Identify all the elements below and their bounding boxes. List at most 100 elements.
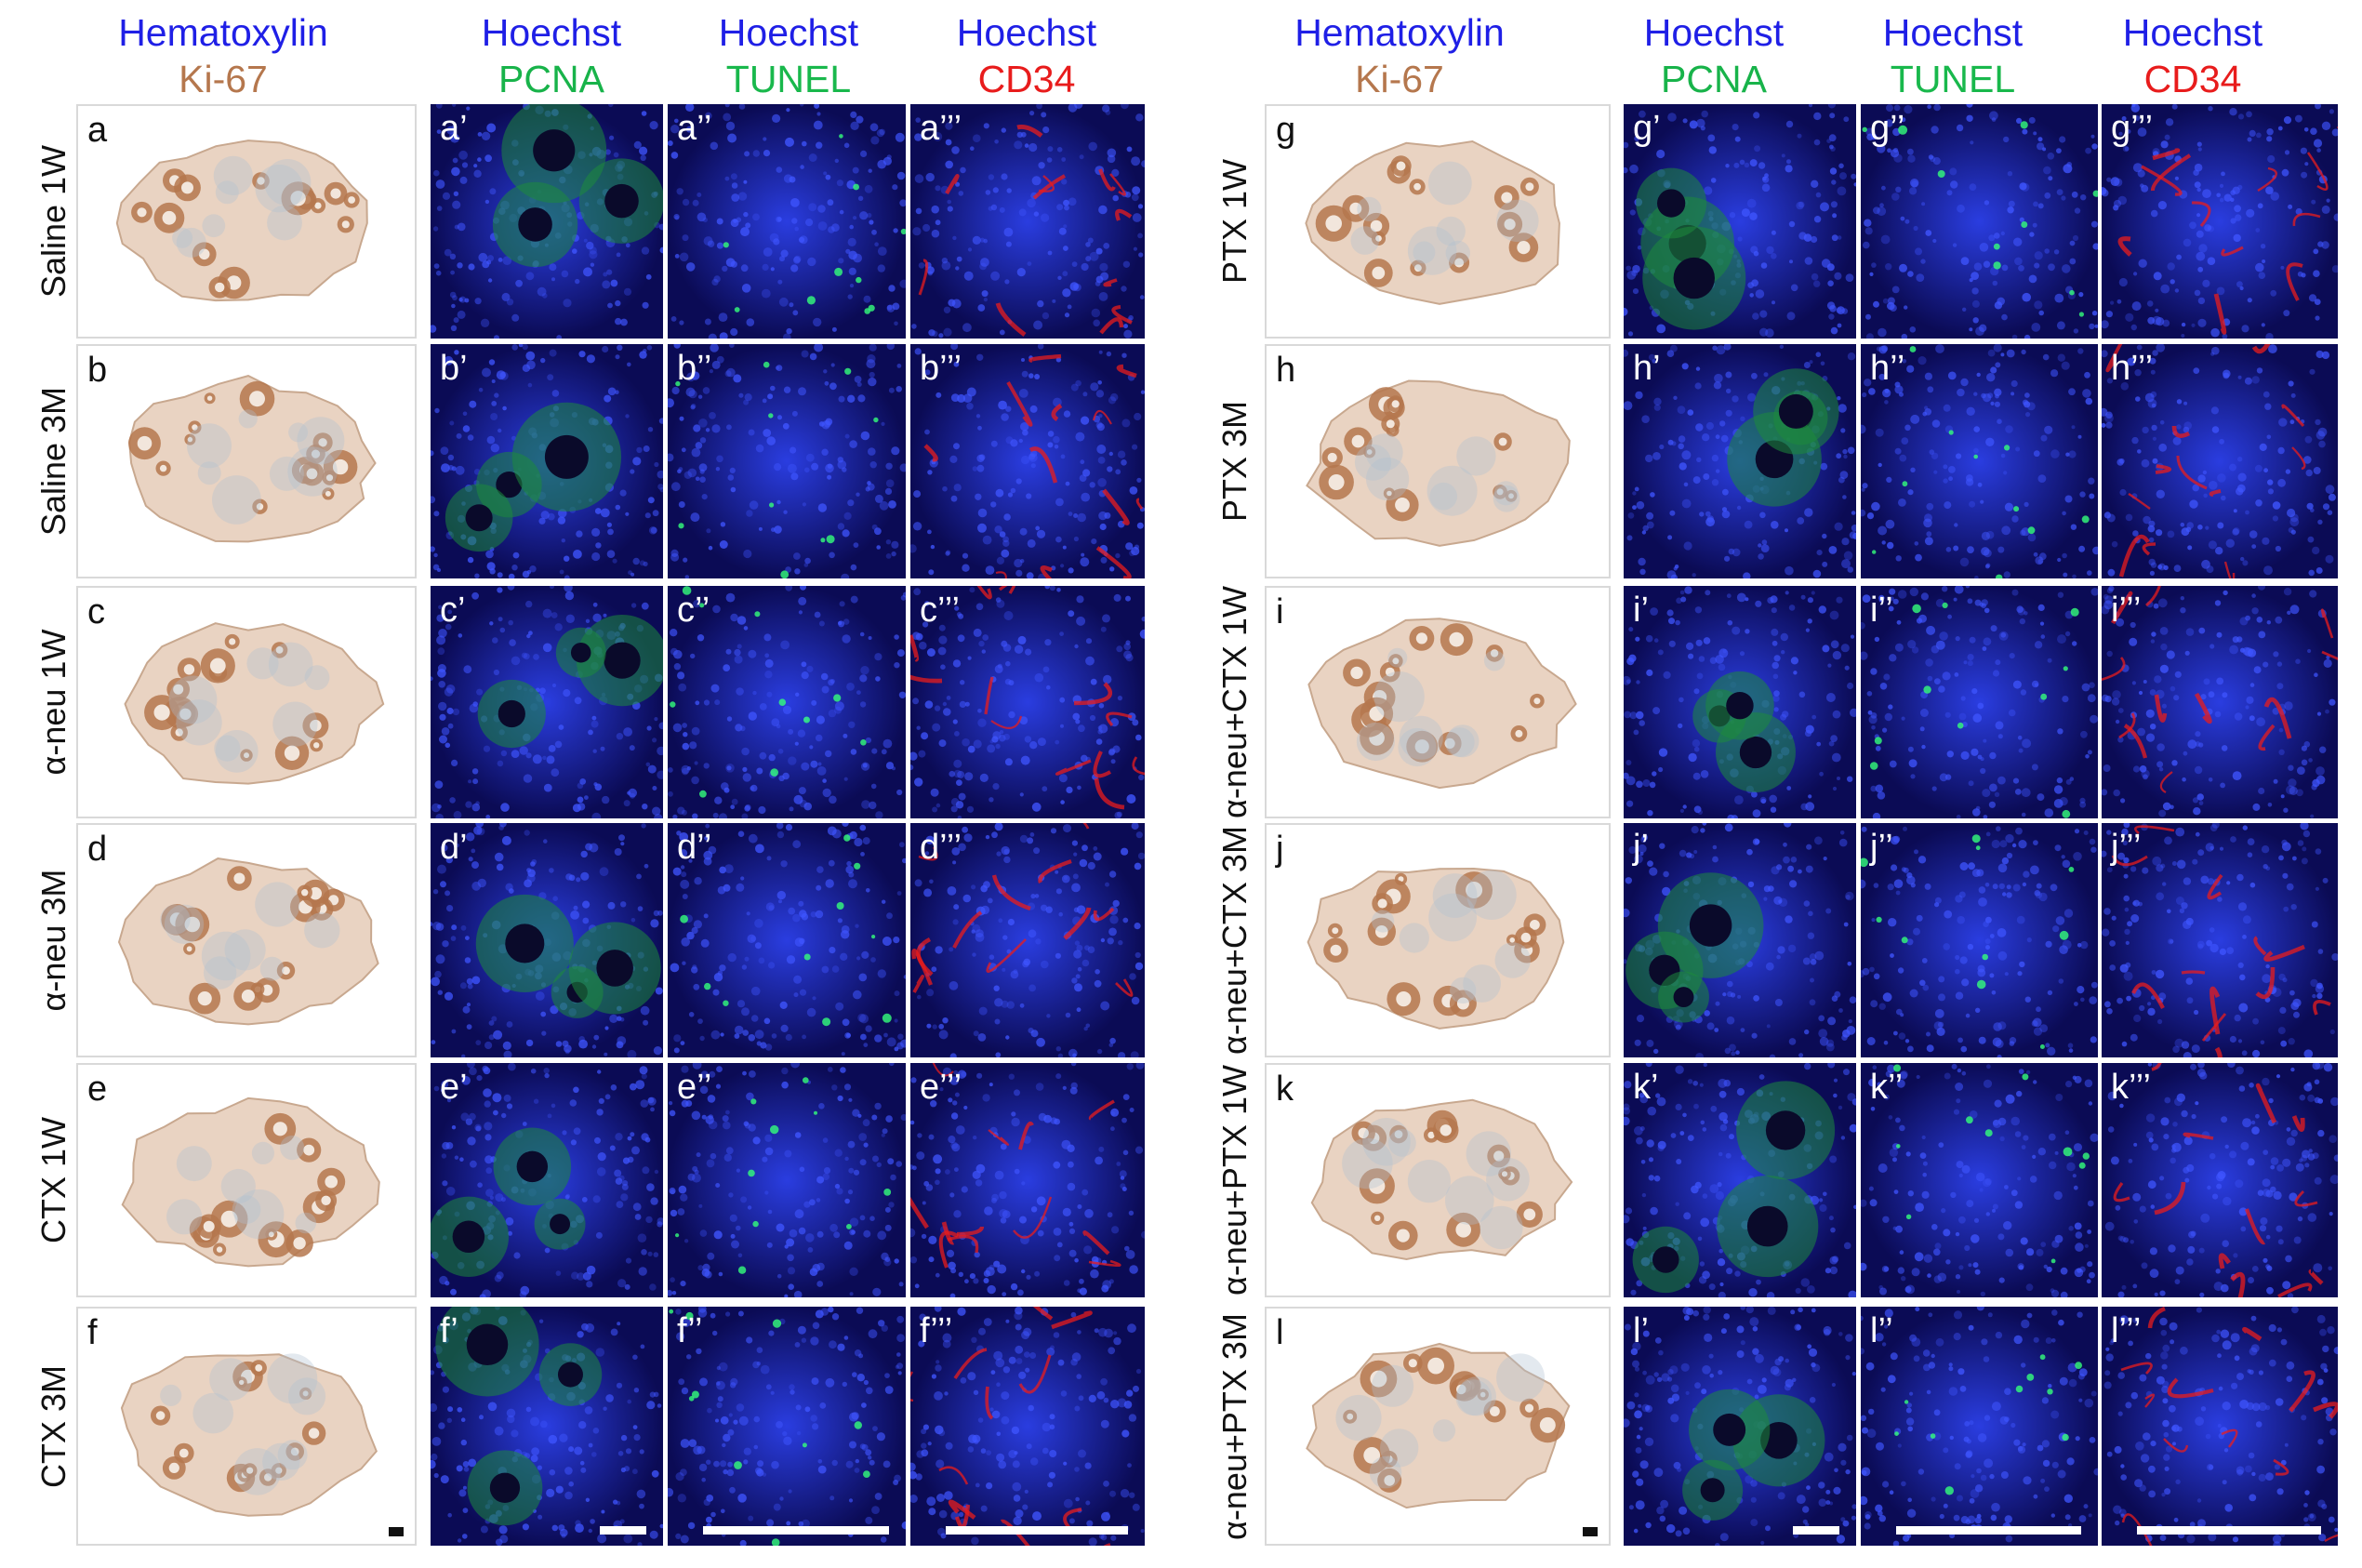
ki67-histology-panel: g	[1265, 104, 1611, 339]
micrograph-image	[431, 823, 663, 1057]
panel-letter: e	[87, 1070, 108, 1109]
ovary-section-image	[87, 1072, 409, 1296]
row-label: α-neu+CTX 1W	[1215, 586, 1254, 818]
micrograph-image	[668, 1063, 906, 1297]
header-hoechst-pcna: Hoechst PCNA	[431, 9, 672, 102]
panel-letter: j’	[1633, 828, 1649, 867]
micrograph-image	[910, 1307, 1145, 1546]
pcna-fluorescence-panel: d’	[431, 823, 663, 1057]
micrograph-image	[1624, 344, 1856, 578]
tunel-fluorescence-panel: g’’	[1861, 104, 2098, 339]
ovary-section-image	[1276, 1316, 1603, 1544]
micrograph-image	[1861, 823, 2098, 1057]
panel-letter: k’’	[1870, 1068, 1904, 1107]
panel-letter: k’	[1633, 1068, 1659, 1107]
micrograph-image	[1861, 1307, 2098, 1546]
row-label: α-neu+CTX 3M	[1215, 826, 1254, 1055]
cd34-fluorescence-panel: a’’’	[910, 104, 1145, 339]
micrograph-image	[668, 1307, 906, 1546]
micrograph-image	[1624, 1063, 1856, 1297]
panel-letter: b	[87, 351, 108, 390]
micrograph-image	[1861, 104, 2098, 339]
ki67-histology-panel: f	[76, 1307, 417, 1546]
panel-letter: c	[87, 592, 105, 631]
header-line2: PCNA	[498, 58, 604, 100]
panel-letter: l’	[1633, 1311, 1649, 1350]
tunel-fluorescence-panel: l’’	[1861, 1307, 2098, 1546]
tunel-fluorescence-panel: h’’	[1861, 344, 2098, 578]
panel-letter: g’’	[1870, 109, 1905, 148]
panel-letter: a	[87, 111, 108, 150]
header-line2: CD34	[2143, 58, 2242, 100]
micrograph-image	[431, 1063, 663, 1297]
pcna-fluorescence-panel: j’	[1624, 823, 1856, 1057]
header-hoechst-cd34: Hoechst CD34	[2072, 9, 2314, 102]
row-label: Saline 1W	[34, 144, 73, 299]
row-label: α-neu 3M	[34, 869, 73, 1012]
tunel-fluorescence-panel: d’’	[668, 823, 906, 1057]
panel-letter: d’	[440, 828, 468, 867]
ovary-section-image	[87, 353, 409, 577]
micrograph-image	[1861, 1063, 2098, 1297]
pcna-fluorescence-panel: k’	[1624, 1063, 1856, 1297]
scale-bar	[2137, 1526, 2321, 1535]
panel-letter: c’’	[677, 591, 710, 630]
header-line1: Hoechst	[2122, 11, 2263, 54]
panel-letter: f’’	[677, 1311, 703, 1350]
ovary-section-image	[1276, 595, 1603, 817]
ki67-histology-panel: b	[76, 344, 417, 578]
tunel-fluorescence-panel: j’’	[1861, 823, 2098, 1057]
panel-letter: i	[1276, 592, 1284, 631]
header-line1: Hoechst	[1643, 11, 1785, 54]
tunel-fluorescence-panel: a’’	[668, 104, 906, 339]
panel-letter: c’’’	[920, 591, 960, 630]
tunel-fluorescence-panel: c’’	[668, 586, 906, 818]
tunel-fluorescence-panel: i’’	[1861, 586, 2098, 818]
tunel-fluorescence-panel: k’’	[1861, 1063, 2098, 1297]
cd34-fluorescence-panel: f’’’	[910, 1307, 1145, 1546]
micrograph-image	[2102, 1063, 2338, 1297]
header-line2: TUNEL	[1890, 58, 2016, 100]
header-hoechst-tunel: Hoechst TUNEL	[1832, 9, 2074, 102]
panel-letter: f’	[440, 1311, 458, 1350]
scale-bar	[389, 1527, 404, 1536]
ovary-section-image	[87, 1316, 409, 1544]
micrograph-image	[910, 344, 1145, 578]
ki67-histology-panel: i	[1265, 586, 1611, 818]
row-label: α-neu 1W	[34, 629, 73, 776]
panel-letter: k’’’	[2111, 1068, 2151, 1107]
cd34-fluorescence-panel: j’’’	[2102, 823, 2338, 1057]
panel-letter: l’’	[1870, 1311, 1893, 1350]
cd34-fluorescence-panel: b’’’	[910, 344, 1145, 578]
row-label: α-neu+PTX 3M	[1215, 1312, 1254, 1540]
pcna-fluorescence-panel: f’	[431, 1307, 663, 1546]
micrograph-image	[910, 104, 1145, 339]
scale-bar	[946, 1526, 1128, 1535]
ovary-section-image	[87, 595, 409, 817]
micrograph-image	[1624, 823, 1856, 1057]
cd34-fluorescence-panel: i’’’	[2102, 586, 2338, 818]
micrograph-image	[1624, 586, 1856, 818]
micrograph-image	[2102, 344, 2338, 578]
ovary-section-image	[1276, 113, 1603, 337]
panel-letter: e’’’	[920, 1068, 962, 1107]
micrograph-image	[2102, 104, 2338, 339]
panel-letter: j’’	[1870, 828, 1893, 867]
micrograph-image	[1861, 344, 2098, 578]
panel-letter: a’’’	[920, 109, 962, 148]
ovary-section-image	[1276, 353, 1603, 577]
micrograph-image	[1624, 1307, 1856, 1546]
cd34-fluorescence-panel: k’’’	[2102, 1063, 2338, 1297]
row-label: α-neu+PTX 1W	[1215, 1065, 1254, 1296]
panel-letter: e’	[440, 1068, 468, 1107]
ovary-section-image	[87, 113, 409, 337]
header-line1: Hoechst	[1882, 11, 2024, 54]
header-line1: Hoechst	[481, 11, 622, 54]
header-hoechst-tunel: Hoechst TUNEL	[668, 9, 909, 102]
micrograph-image	[910, 586, 1145, 818]
panel-letter: h’’	[1870, 349, 1905, 388]
micrograph-image	[1861, 586, 2098, 818]
micrograph-image	[1624, 104, 1856, 339]
panel-letter: d’’’	[920, 828, 962, 867]
micrograph-image	[668, 344, 906, 578]
